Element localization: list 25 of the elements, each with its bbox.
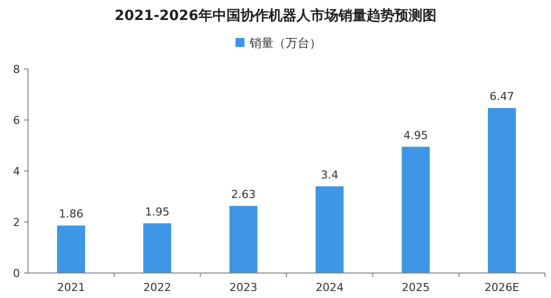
x-tick-label: 2023 xyxy=(229,281,258,294)
y-tick-label: 6 xyxy=(13,114,20,127)
x-tick-label: 2021 xyxy=(57,281,86,294)
bar xyxy=(316,186,344,273)
bar xyxy=(229,206,258,273)
x-tick-label: 2024 xyxy=(316,281,344,294)
bar xyxy=(143,223,172,273)
bar xyxy=(57,226,86,273)
legend-label: 销量（万台） xyxy=(248,36,322,50)
bar xyxy=(488,108,516,273)
data-label: 1.95 xyxy=(145,205,170,218)
data-label: 2.63 xyxy=(231,188,256,201)
data-label: 3.4 xyxy=(320,168,338,182)
x-tick-label: 2022 xyxy=(143,281,172,294)
y-tick-label: 8 xyxy=(13,63,20,76)
chart-title: 2021-2026年中国协作机器人市场销量趋势预测图 xyxy=(114,7,436,24)
y-tick-label: 4 xyxy=(13,165,20,178)
data-label: 1.86 xyxy=(58,208,84,221)
x-tick-label: 2025 xyxy=(402,281,430,294)
y-tick-label: 2 xyxy=(13,216,20,229)
bar xyxy=(402,146,430,273)
y-tick-label: 0 xyxy=(13,267,20,280)
data-label: 6.47 xyxy=(490,90,514,104)
data-label: 4.95 xyxy=(404,128,428,142)
x-tick-label: 2026E xyxy=(484,281,520,294)
